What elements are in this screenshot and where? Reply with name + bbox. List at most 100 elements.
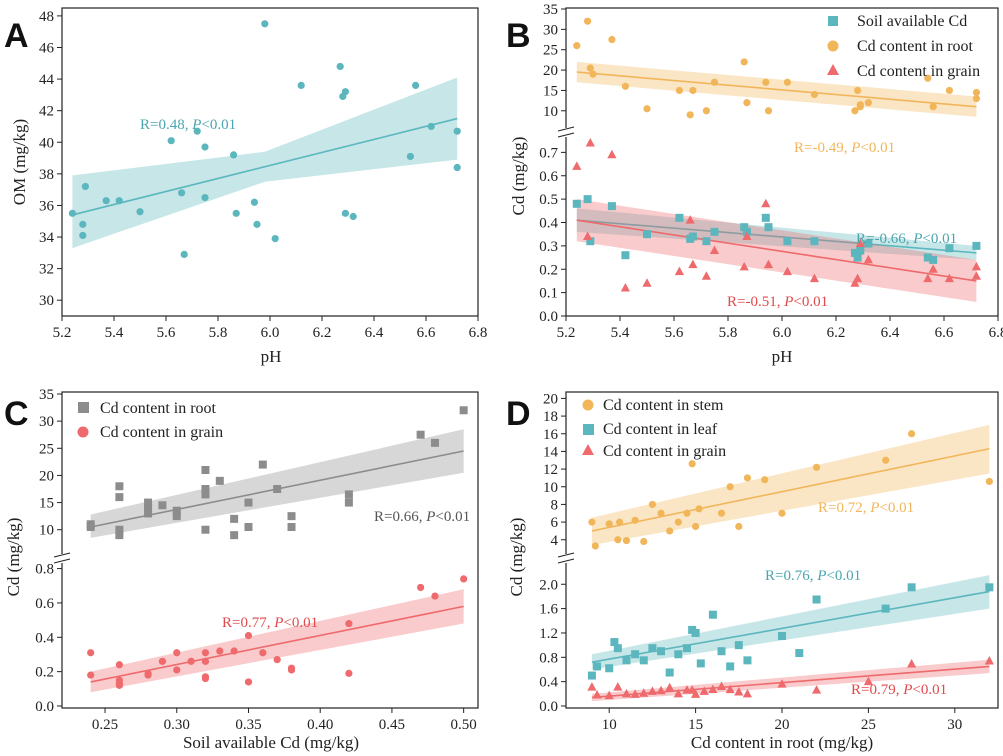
panel-c-series-1-ci-band xyxy=(90,589,464,693)
panel-c-series-0-point-3 xyxy=(115,493,124,502)
panel-b-series-1-point-23 xyxy=(924,74,932,82)
panel-c-series-1-point-13 xyxy=(201,657,210,665)
panel-c-series-0-point-17 xyxy=(230,514,239,523)
panel-c-x-ticklabel-3: 0.40 xyxy=(307,717,333,733)
panel-d-series-1-point-26 xyxy=(985,583,994,592)
panel-c-series-1-point-19 xyxy=(244,678,253,686)
panel-b-x-ticklabel-2: 5.6 xyxy=(665,325,684,341)
panel-a-y-ticklabel-3: 36 xyxy=(39,198,55,214)
panel-d-y-label: Cd (mg/kg) xyxy=(507,518,526,597)
panel-d-series-2-point-13 xyxy=(691,689,701,698)
panel-d-series-2-point-7 xyxy=(647,686,657,695)
panel-c-x-ticklabel-4: 0.45 xyxy=(379,717,405,733)
panel-c-series-1-point-24 xyxy=(345,619,353,628)
panel-b-y-upper-ticklabel-4: 30 xyxy=(543,22,558,38)
panel-b-series-1-point-15 xyxy=(764,107,773,115)
panel-b-series-0-point-6 xyxy=(675,213,684,222)
panel-b-series-1-point-0 xyxy=(573,42,581,50)
panel-d-series-2-point-17 xyxy=(725,684,735,694)
panel-a-point-29 xyxy=(453,163,461,172)
panel-d-stem-annotation: R=0.72, P<0.01 xyxy=(818,500,914,516)
panel-c-series-1-point-5 xyxy=(115,681,123,689)
panel-c-series-1-point-20 xyxy=(259,649,267,657)
panel-b-y-lower-ticklabel-4: 0.4 xyxy=(539,216,558,232)
panel-b: B 5.2 5.4 5.6 5.8 6.0 6.2 6.4 6.6 6.8 10 15 20 25 30… xyxy=(506,2,1003,366)
panel-c-series-1-point-8 xyxy=(158,657,167,665)
panel-b-series-1-point-17 xyxy=(810,90,819,99)
panel-c-series-0-point-16 xyxy=(215,476,224,485)
panel-d-break-line-2 xyxy=(557,558,575,564)
panel-c-series-1-point-9 xyxy=(173,649,181,657)
panel-a-y-label: OM (mg/kg) xyxy=(10,119,29,205)
legend-cd-leaf: Cd content in leaf xyxy=(603,421,718,438)
panel-c-series-1-point-26 xyxy=(417,583,425,592)
panel-c-series-1-point-2 xyxy=(115,661,123,669)
panel-b-y-upper-ticklabel-2: 20 xyxy=(543,63,558,79)
legend-cd-grain: Cd content in grain xyxy=(100,424,223,441)
panel-a-point-10 xyxy=(193,127,201,135)
panel-a-point-4 xyxy=(102,197,110,205)
panel-b-y-lower-ticklabel-1: 0.1 xyxy=(539,286,558,302)
panel-d-series-0-point-15 xyxy=(695,505,703,513)
panel-c-series-0-point-11 xyxy=(172,512,181,521)
panel-d: D 10 15 20 25 30 4681012141618200.00.40.81.2… xyxy=(506,391,999,752)
panel-a-y-ticklabel-6: 42 xyxy=(39,104,54,120)
panel-b-series-0-point-4 xyxy=(621,251,630,260)
panel-b-plot xyxy=(572,17,981,302)
panel-c-axis-break xyxy=(53,552,71,564)
panel-c-grain-ann-p: P xyxy=(273,615,283,631)
panel-b-y-upper-ticklabel-5: 35 xyxy=(543,2,558,18)
panel-b-series-2-point-16 xyxy=(809,273,819,283)
panel-c-series-1-point-27 xyxy=(431,592,439,600)
panel-c-y-upper-ticklabel-1: 15 xyxy=(39,496,54,512)
panel-d-series-1-point-5 xyxy=(622,656,631,665)
panel-c-series-0-point-12 xyxy=(201,466,210,474)
panel-a-point-18 xyxy=(271,235,279,243)
panel-b-grain-ann-p: P xyxy=(783,294,793,310)
panel-a-x-ticklabel-3: 5.8 xyxy=(209,325,228,341)
panel-d-grain-annotation: R=0.79, P<0.01 xyxy=(851,682,947,698)
panel-c-break-line-2 xyxy=(53,558,71,564)
panel-c-series-0-point-23 xyxy=(287,512,296,521)
panel-c-series-0-point-27 xyxy=(416,430,425,439)
panel-b-series-2-point-9 xyxy=(701,271,711,280)
panel-b-series-1-point-27 xyxy=(972,94,981,103)
panel-c: C 0.25 0.30 0.35 0.40 0.45 0.50 10 15 20 25 30 35 0… xyxy=(4,387,479,752)
panel-b-series-1-point-7 xyxy=(675,86,684,95)
panel-d-series-2-point-18 xyxy=(734,687,744,696)
panel-c-series-1-point-10 xyxy=(173,666,181,674)
panel-b-series-1-point-24 xyxy=(929,103,937,111)
panel-d-series-0-point-22 xyxy=(812,463,821,471)
panel-b-series-1-point-4 xyxy=(608,35,616,44)
panel-d-leaf-annotation: R=0.76, P<0.01 xyxy=(765,568,861,584)
panel-d-series-1-ci-band xyxy=(591,575,990,670)
panel-b-series-1-point-5 xyxy=(621,82,630,90)
panel-c-y-upper-ticklabel-3: 25 xyxy=(39,441,54,457)
panel-d-plot xyxy=(587,424,994,702)
panel-b-x-ticklabel-6: 6.4 xyxy=(881,325,900,341)
panel-a-point-23 xyxy=(341,209,349,217)
panel-d-series-1-point-1 xyxy=(593,662,602,671)
panel-c-series-0-ci-band xyxy=(90,429,464,538)
panel-d-series-0-point-12 xyxy=(683,509,691,517)
panel-d-series-2-point-21 xyxy=(811,685,822,694)
panel-c-break-line-1 xyxy=(53,552,71,558)
panel-a-point-13 xyxy=(230,151,238,159)
panel-b-series-0-point-20 xyxy=(864,239,873,248)
legend-soil-available-cd: Soil available Cd xyxy=(857,13,967,30)
panel-b-series-2-point-3 xyxy=(607,149,617,159)
panel-b-soil-annotation: R=-0.66, P<0.01 xyxy=(856,231,957,247)
panel-b-x-ticklabel-5: 6.2 xyxy=(827,325,846,341)
panel-d-y-upper-ticklabel-5: 14 xyxy=(543,444,559,460)
panel-d-series-2-point-10 xyxy=(673,688,683,698)
panel-b-series-0-point-24 xyxy=(972,241,981,250)
panel-b-series-1-point-10 xyxy=(702,107,711,115)
panel-b-series-1-point-9 xyxy=(689,86,697,95)
panel-d-series-1-point-20 xyxy=(743,656,752,665)
panel-d-series-0-point-5 xyxy=(622,537,631,545)
panel-a-point-25 xyxy=(406,152,414,161)
panel-b-y-lower-ticklabel-3: 0.3 xyxy=(539,239,558,255)
panel-d-series-0-point-3 xyxy=(614,536,622,544)
panel-c-grain-ann-r: R=0.77, xyxy=(222,615,274,631)
panel-d-series-1-point-12 xyxy=(682,644,691,653)
